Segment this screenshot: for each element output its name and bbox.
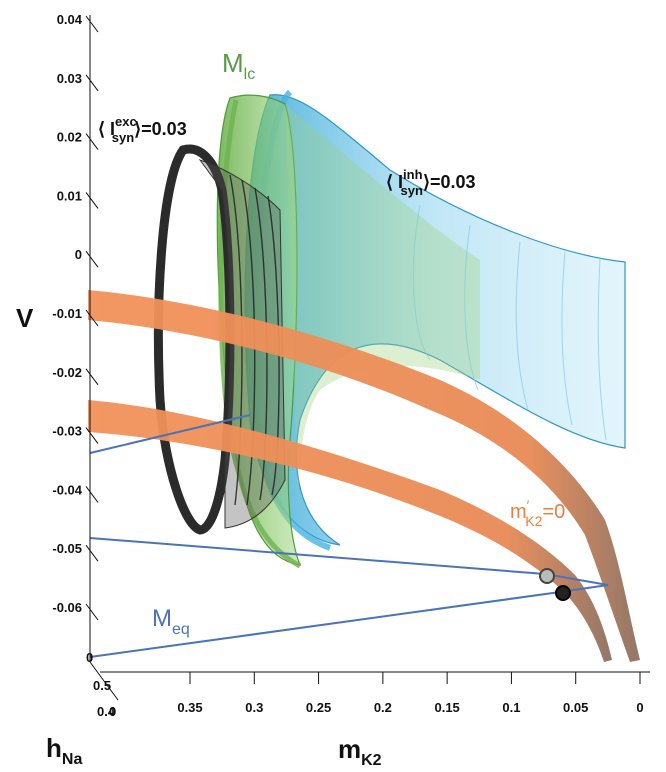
equilibrium-point-lower xyxy=(555,585,571,601)
v-tick-label: -0.02 xyxy=(52,365,82,380)
v-tick-mark xyxy=(85,486,99,503)
hna-tick-0b: 0 xyxy=(109,704,116,719)
mk2-axis: 0.35 0.3 0.25 0.2 0.15 0.1 0.05 0 mK2 xyxy=(100,671,650,769)
v-tick-mark xyxy=(85,15,99,33)
mk2-tick-label: 0.05 xyxy=(563,700,588,715)
v-tick-label: 0.02 xyxy=(57,130,82,145)
mk2-axis-title: mK2 xyxy=(338,734,382,769)
mk2-tick-label: 0.2 xyxy=(374,700,392,715)
v-tick-label: 0.04 xyxy=(57,12,83,27)
hna-tick-0: 0 xyxy=(86,650,93,665)
v-tick-label: -0.04 xyxy=(52,482,82,497)
v-tick-mark xyxy=(85,133,99,150)
v-tick-label: -0.05 xyxy=(52,541,82,556)
hna-tick-0.5: 0.5 xyxy=(93,678,111,693)
nullcline-surface xyxy=(88,290,640,662)
v-tick-mark xyxy=(85,309,99,327)
mlc-label: Mlc xyxy=(222,48,255,83)
mk2-tick-label: 0.25 xyxy=(306,700,331,715)
v-tick-label: 0 xyxy=(75,247,82,262)
exc-current-label: ⟨ Iexc syn⟩=0.03 xyxy=(98,114,187,145)
v-tick-label: 0.01 xyxy=(57,188,82,203)
v-tick-mark xyxy=(85,74,99,92)
nullcline-label: m′ K2=0 xyxy=(510,497,565,529)
mk2-tick-label: 0.1 xyxy=(502,700,520,715)
v-tick-mark xyxy=(85,603,99,621)
hna-axis: 0 0.5 0.4 0 hNa xyxy=(46,650,119,768)
mk2-tick-label: 0.3 xyxy=(245,700,263,715)
mk2-tick-label: 0.35 xyxy=(177,700,202,715)
v-tick-label: 0.03 xyxy=(57,71,82,86)
v-tick-mark xyxy=(85,368,99,386)
mk2-tick-label: 0.15 xyxy=(434,700,459,715)
mk2-tick-label: 0 xyxy=(636,700,643,715)
v-tick-label: -0.01 xyxy=(52,306,82,321)
v-tick-mark xyxy=(85,544,99,562)
v-tick-mark xyxy=(85,427,99,444)
v-tick-mark xyxy=(85,192,99,209)
hna-axis-title: hNa xyxy=(46,733,82,768)
v-tick-label: -0.06 xyxy=(52,600,82,615)
v-tick-mark xyxy=(85,250,99,268)
v-tick-label: -0.03 xyxy=(52,424,82,439)
meq-label: Meq xyxy=(152,605,190,638)
equilibrium-point-upper xyxy=(539,568,555,584)
v-axis-title: V xyxy=(16,303,34,333)
v-axis: 0.04 0.03 0.02 0.01 0 -0.01 -0.02 -0.03 -0.04 -0.… xyxy=(16,12,99,662)
inh-current-label: ⟨ Iinh syn⟩=0.03 xyxy=(386,167,476,198)
hna-tick-0.4: 0.4 xyxy=(97,704,116,719)
equilibrium-curve xyxy=(89,414,609,658)
